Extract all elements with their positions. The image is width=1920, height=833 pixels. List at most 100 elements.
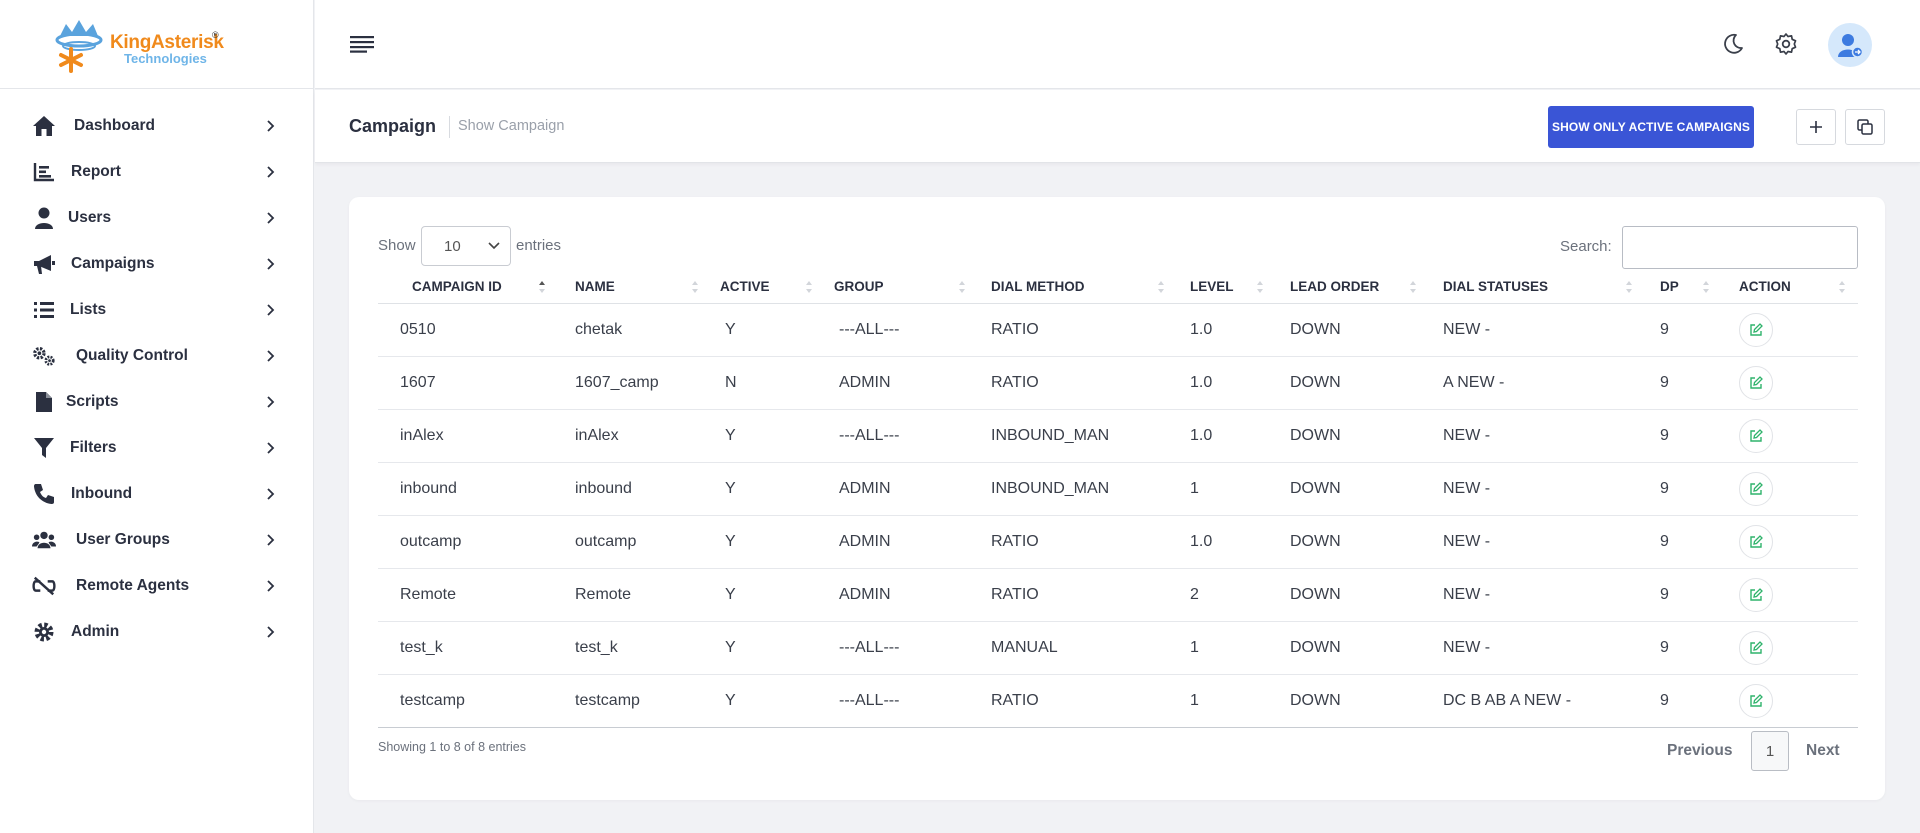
cell-level: 1.0 xyxy=(1177,356,1276,410)
table-row: testcamp testcamp Y ---ALL--- RATIO 1 DOWN DC B… xyxy=(378,674,1858,728)
brand-logo[interactable]: KingAsterisk ® Technologies xyxy=(52,14,232,78)
chevron-right-icon xyxy=(267,488,275,500)
cell-campaign-id: test_k xyxy=(378,621,560,675)
pagination-page-1[interactable]: 1 xyxy=(1751,731,1789,771)
cell-campaign-id: inAlex xyxy=(378,409,560,463)
campaign-table: CAMPAIGN ID NAME ACTIVE GROUP DIAL METHO… xyxy=(378,271,1858,728)
column-header-dial-method[interactable]: DIAL METHOD xyxy=(977,271,1177,304)
sort-icon xyxy=(1257,281,1263,293)
show-active-campaigns-button[interactable]: SHOW ONLY ACTIVE CAMPAIGNS xyxy=(1548,106,1754,148)
settings-gear-icon[interactable] xyxy=(1772,30,1800,58)
sidebar-item-user-groups[interactable]: User Groups xyxy=(0,517,313,563)
breadcrumb: Show Campaign xyxy=(458,118,565,134)
cell-group: ADMIN xyxy=(824,462,977,516)
cell-active: Y xyxy=(710,621,824,675)
sidebar-item-label: Remote Agents xyxy=(76,577,190,594)
sidebar-item-campaigns[interactable]: Campaigns xyxy=(0,241,313,287)
copy-campaign-button[interactable] xyxy=(1845,109,1885,145)
edit-campaign-button[interactable] xyxy=(1739,312,1773,347)
column-header-lead-order[interactable]: LEAD ORDER xyxy=(1276,271,1429,304)
edit-campaign-button[interactable] xyxy=(1739,577,1773,612)
cell-dial-method: INBOUND_MAN xyxy=(977,462,1177,516)
cell-dial-statuses: DC B AB A NEW - xyxy=(1429,674,1645,728)
cell-dial-statuses: NEW - xyxy=(1429,303,1645,357)
cell-lead-order: DOWN xyxy=(1276,674,1429,728)
pagination-previous[interactable]: Previous xyxy=(1667,742,1733,759)
sidebar-item-users[interactable]: Users xyxy=(0,195,313,241)
edit-icon xyxy=(1750,481,1763,495)
cell-group: ADMIN xyxy=(824,515,977,569)
cell-lead-order: DOWN xyxy=(1276,568,1429,622)
menu-toggle-icon[interactable] xyxy=(349,34,375,54)
sort-icon xyxy=(1626,281,1632,293)
edit-campaign-button[interactable] xyxy=(1739,418,1773,453)
sidebar-item-dashboard[interactable]: Dashboard xyxy=(0,103,313,149)
sidebar-item-lists[interactable]: Lists xyxy=(0,287,313,333)
cell-action xyxy=(1721,409,1858,463)
cell-dial-statuses: NEW - xyxy=(1429,462,1645,516)
entries-select-value: 10 xyxy=(444,237,461,255)
column-header-campaign-id[interactable]: CAMPAIGN ID xyxy=(378,271,560,304)
cell-dial-method: RATIO xyxy=(977,674,1177,728)
cell-active: Y xyxy=(710,568,824,622)
cell-active: Y xyxy=(710,515,824,569)
column-header-name[interactable]: NAME xyxy=(560,271,710,304)
sidebar-item-admin[interactable]: Admin xyxy=(0,609,313,655)
sort-icon xyxy=(1158,281,1164,293)
column-header-active[interactable]: ACTIVE xyxy=(710,271,824,304)
cell-dial-method: RATIO xyxy=(977,356,1177,410)
edit-campaign-button[interactable] xyxy=(1739,524,1773,559)
column-header-label: GROUP xyxy=(834,279,884,295)
edit-campaign-button[interactable] xyxy=(1739,471,1773,506)
cell-lead-order: DOWN xyxy=(1276,462,1429,516)
edit-campaign-button[interactable] xyxy=(1739,683,1773,718)
add-campaign-button[interactable] xyxy=(1796,109,1836,145)
chevron-right-icon xyxy=(267,626,275,638)
sidebar-menu: Dashboard Report Users Campaigns xyxy=(0,89,313,655)
user-avatar[interactable] xyxy=(1828,23,1872,67)
sidebar-item-inbound[interactable]: Inbound xyxy=(0,471,313,517)
sidebar-item-remote-agents[interactable]: Remote Agents xyxy=(0,563,313,609)
entries-per-page-select[interactable]: 10 xyxy=(421,226,511,266)
sidebar-item-quality-control[interactable]: Quality Control xyxy=(0,333,313,379)
edit-campaign-button[interactable] xyxy=(1739,630,1773,665)
edit-campaign-button[interactable] xyxy=(1739,365,1773,400)
edit-icon xyxy=(1750,534,1763,548)
cell-campaign-id: outcamp xyxy=(378,515,560,569)
cell-level: 1 xyxy=(1177,462,1276,516)
sort-icon xyxy=(959,281,965,293)
sidebar-item-report[interactable]: Report xyxy=(0,149,313,195)
home-icon xyxy=(32,114,56,138)
chevron-right-icon xyxy=(267,580,275,592)
cell-name: Remote xyxy=(560,568,710,622)
cell-level: 1.0 xyxy=(1177,515,1276,569)
sidebar-item-label: Admin xyxy=(71,623,120,640)
copy-icon xyxy=(1857,119,1873,135)
pagination-next[interactable]: Next xyxy=(1806,742,1840,759)
cell-active: Y xyxy=(710,409,824,463)
cell-action xyxy=(1721,515,1858,569)
cell-dial-statuses: A NEW - xyxy=(1429,356,1645,410)
dark-mode-moon-icon[interactable] xyxy=(1719,30,1747,58)
show-label: Show xyxy=(378,237,416,254)
table-row: inbound inbound Y ADMIN INBOUND_MAN 1 DOWN NEW … xyxy=(378,462,1858,516)
table-row: outcamp outcamp Y ADMIN RATIO 1.0 DOWN NEW -9 xyxy=(378,515,1858,569)
column-header-action[interactable]: ACTION xyxy=(1721,271,1858,304)
column-header-dial-statuses[interactable]: DIAL STATUSES xyxy=(1429,271,1645,304)
column-header-label: CAMPAIGN ID xyxy=(412,279,502,295)
column-header-group[interactable]: GROUP xyxy=(824,271,977,304)
page-title: Campaign xyxy=(349,116,437,136)
column-header-level[interactable]: LEVEL xyxy=(1177,271,1276,304)
users-icon xyxy=(32,528,56,552)
cell-dial-method: INBOUND_MAN xyxy=(977,409,1177,463)
cell-active: N xyxy=(710,356,824,410)
sidebar-item-scripts[interactable]: Scripts xyxy=(0,379,313,425)
chevron-down-icon xyxy=(488,242,500,250)
cell-dp: 9 xyxy=(1645,515,1721,569)
column-header-dp[interactable]: DP xyxy=(1645,271,1721,304)
campaign-table-card: Show 10 entries Search: CAMPAIGN ID NAME… xyxy=(349,197,1885,800)
search-input[interactable] xyxy=(1622,226,1858,269)
cell-campaign-id: Remote xyxy=(378,568,560,622)
plus-icon xyxy=(1810,121,1822,133)
sidebar-item-filters[interactable]: Filters xyxy=(0,425,313,471)
